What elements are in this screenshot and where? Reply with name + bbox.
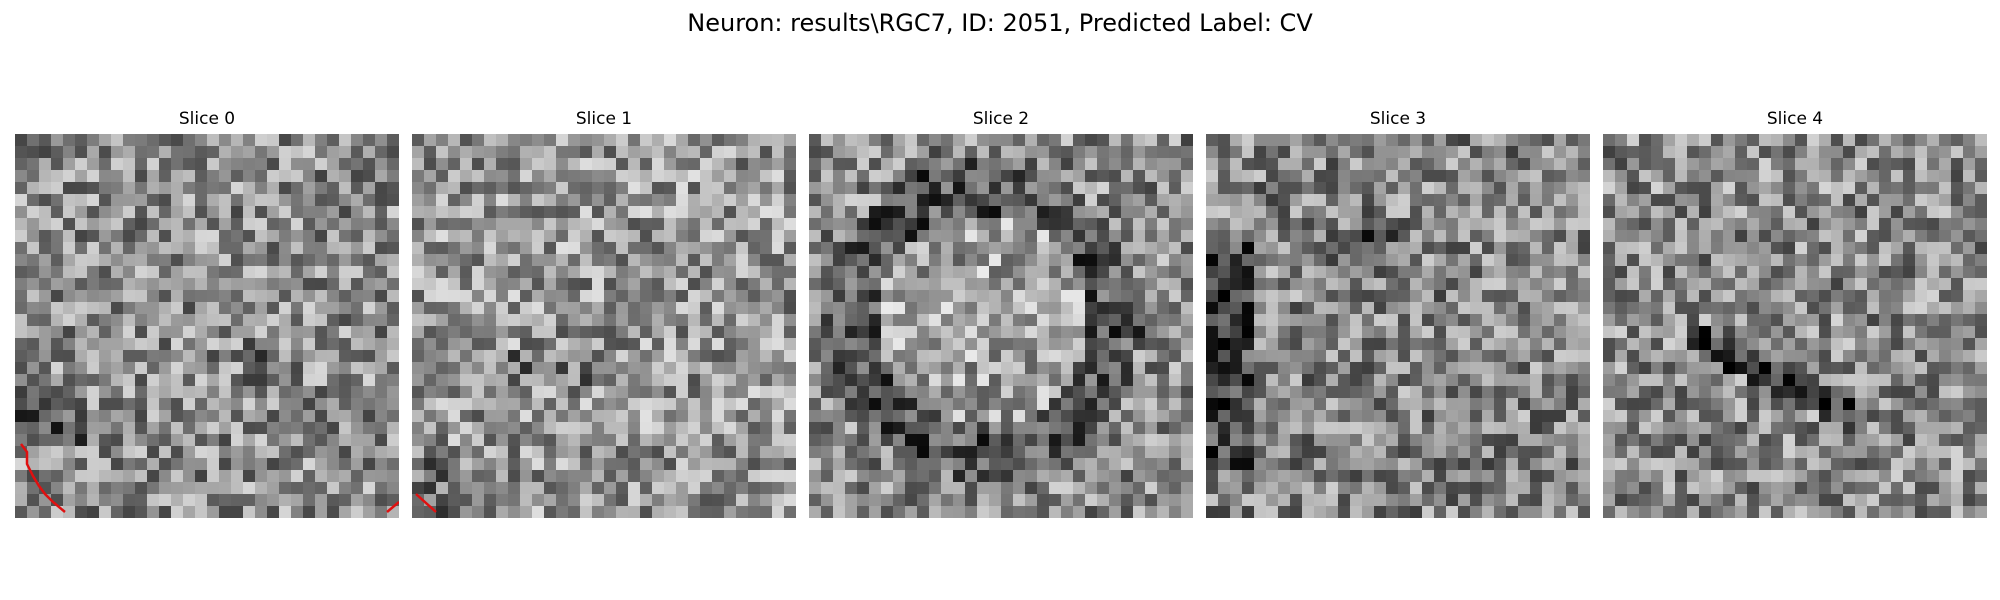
slice-1-image — [412, 134, 796, 518]
trace-line — [20, 443, 66, 513]
slice-1-title: Slice 1 — [575, 109, 633, 129]
slice-0-image — [15, 134, 399, 518]
trace-line — [386, 501, 399, 513]
slice-0-title: Slice 0 — [178, 109, 236, 129]
slice-3-image — [1206, 134, 1590, 518]
figure-title: Neuron: results\RGC7, ID: 2051, Predicte… — [687, 9, 1313, 37]
slice-4-title: Slice 4 — [1766, 109, 1824, 129]
trace-line — [415, 493, 437, 513]
slice-3-title: Slice 3 — [1369, 109, 1427, 129]
slice-2-title: Slice 2 — [972, 109, 1030, 129]
slice-4-image — [1603, 134, 1987, 518]
slice-2-image — [809, 134, 1193, 518]
